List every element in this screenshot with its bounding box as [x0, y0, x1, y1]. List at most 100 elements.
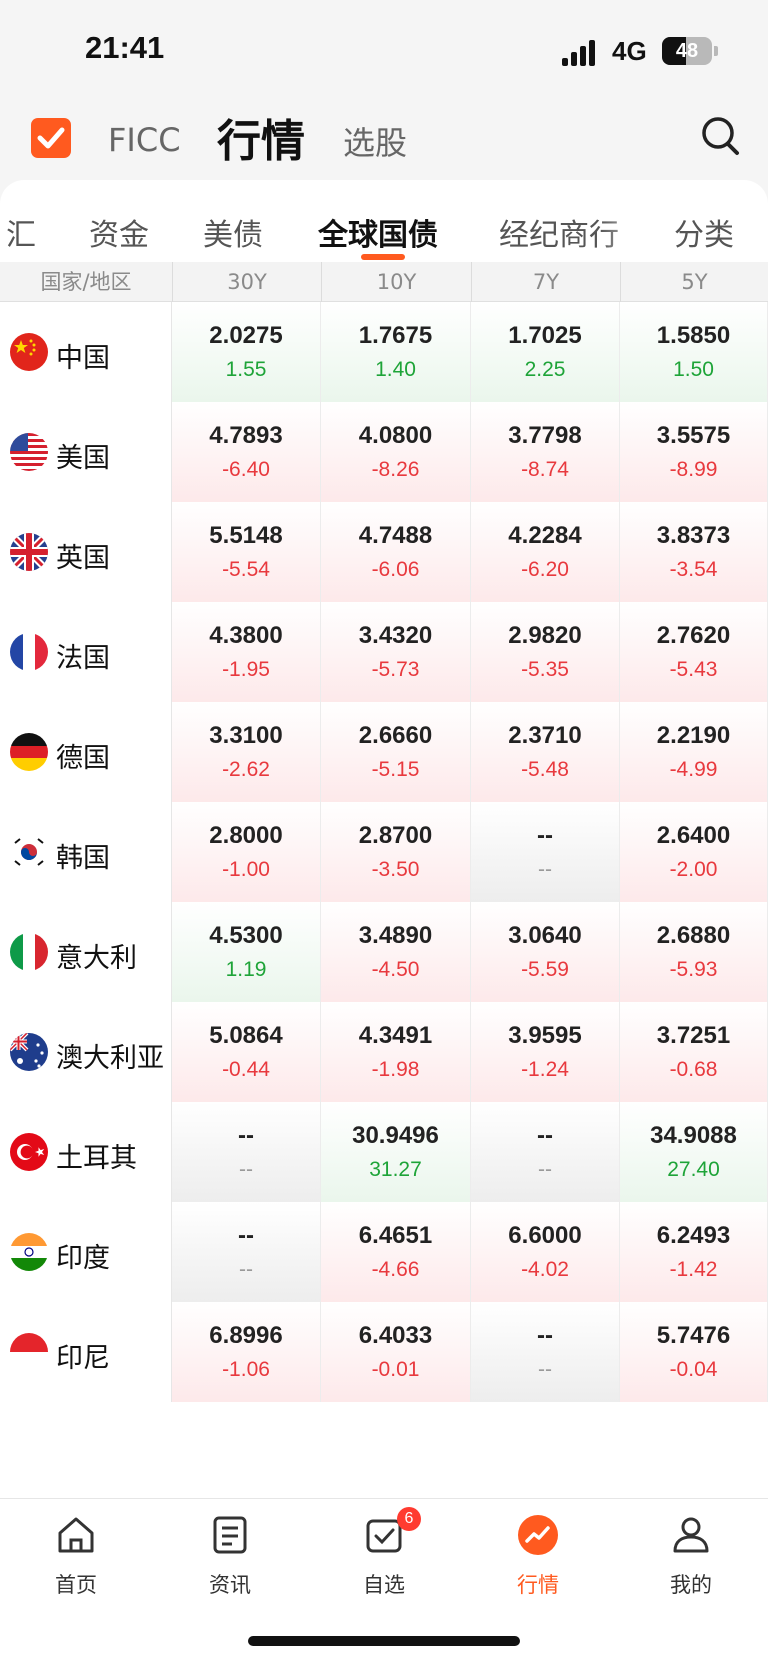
yield-cell[interactable]: 4.0800 -8.26 [321, 402, 471, 502]
table-row[interactable]: 法国 4.3800 -1.95 3.4320 -5.73 2.9820 -5.35 2.762… [0, 602, 768, 702]
yield-cell[interactable]: 5.0864 -0.44 [172, 1002, 321, 1102]
yield-cell[interactable]: 2.6880 -5.93 [620, 902, 768, 1002]
yield-change: -4.02 [521, 1258, 569, 1281]
yield-cell[interactable]: -- -- [471, 802, 620, 902]
yield-change: -6.20 [521, 558, 569, 581]
yield-cell[interactable]: 3.7798 -8.74 [471, 402, 620, 502]
country-cell: 法国 [0, 602, 172, 702]
yield-cell[interactable]: 30.9496 31.27 [321, 1102, 471, 1202]
yield-cell[interactable]: 2.7620 -5.43 [620, 602, 768, 702]
yield-cell[interactable]: 2.0275 1.55 [172, 302, 321, 402]
yield-value: 1.7675 [358, 322, 433, 349]
subtab-us-treasury[interactable]: 美债 [203, 218, 263, 253]
yield-cell[interactable]: 5.7476 -0.04 [620, 1302, 768, 1402]
subtab-fx[interactable]: 汇 [6, 218, 36, 253]
yield-cell[interactable]: 2.3710 -5.48 [471, 702, 620, 802]
yield-value: 6.8996 [209, 1322, 283, 1349]
yield-cell[interactable]: 4.2284 -6.20 [471, 502, 620, 602]
yield-cell[interactable]: 2.8700 -3.50 [321, 802, 471, 902]
yield-cell[interactable]: 34.9088 27.40 [620, 1102, 768, 1202]
nav-watchlist[interactable]: 6 自选 [329, 1507, 439, 1613]
table-header: 国家/地区 30Y 10Y 7Y 5Y [0, 262, 768, 302]
table-row[interactable]: 德国 3.3100 -2.62 2.6660 -5.15 2.3710 -5.48 2.219… [0, 702, 768, 802]
watchlist-badge: 6 [397, 1507, 421, 1531]
yield-cell[interactable]: 3.7251 -0.68 [620, 1002, 768, 1102]
table-row[interactable]: 中国 2.0275 1.55 1.7675 1.40 1.7025 2.25 1.5850 1.… [0, 302, 768, 402]
country-cell: 意大利 [0, 902, 172, 1002]
yield-cell[interactable]: 4.7893 -6.40 [172, 402, 321, 502]
tab-market[interactable]: 行情 [217, 116, 305, 167]
yield-value: 3.3100 [209, 722, 283, 749]
nav-profile[interactable]: 我的 [636, 1513, 746, 1613]
yield-cell[interactable]: 4.3491 -1.98 [321, 1002, 471, 1102]
yield-value: 4.7488 [358, 522, 433, 549]
table-row[interactable]: 韩国 2.8000 -1.00 2.8700 -3.50 -- -- 2.6400 -2.00 [0, 802, 768, 902]
yield-cell[interactable]: 3.4320 -5.73 [321, 602, 471, 702]
yield-change: 31.27 [369, 1158, 422, 1181]
yield-cell[interactable]: 6.4033 -0.01 [321, 1302, 471, 1402]
yield-cell[interactable]: 4.3800 -1.95 [172, 602, 321, 702]
yield-cell[interactable]: 6.2493 -1.42 [620, 1202, 768, 1302]
yield-cell[interactable]: 2.9820 -5.35 [471, 602, 620, 702]
yield-cell[interactable]: 2.6660 -5.15 [321, 702, 471, 802]
nav-home[interactable]: 首页 [21, 1513, 131, 1613]
au-flag-icon [10, 1033, 48, 1071]
tab-stock-picker[interactable]: 选股 [343, 124, 408, 162]
table-row[interactable]: 意大利 4.5300 1.19 3.4890 -4.50 3.0640 -5.59 2.688… [0, 902, 768, 1002]
subtab-category[interactable]: 分类 [674, 218, 734, 253]
column-header-10y[interactable]: 10Y [321, 262, 471, 302]
subtab-global-bonds[interactable]: 全球国债 [318, 218, 438, 253]
table-row[interactable]: 土耳其 -- -- 30.9496 31.27 -- -- 34.9088 27.40 [0, 1102, 768, 1202]
yield-cell[interactable]: 5.5148 -5.54 [172, 502, 321, 602]
country-name: 德国 [56, 743, 110, 774]
yield-cell[interactable]: 3.9595 -1.24 [471, 1002, 620, 1102]
yield-change: 1.19 [225, 958, 267, 981]
yield-change: 27.40 [667, 1158, 720, 1181]
subtab-brokers[interactable]: 经纪商行 [499, 218, 619, 253]
table-row[interactable]: 澳大利亚 5.0864 -0.44 4.3491 -1.98 3.9595 -1.24 3.7… [0, 1002, 768, 1102]
yield-cell[interactable]: -- -- [172, 1102, 321, 1202]
column-header-7y[interactable]: 7Y [471, 262, 620, 302]
status-time: 21:41 [85, 30, 165, 65]
country-name: 英国 [56, 543, 110, 574]
yield-change: -- [538, 1358, 552, 1381]
nav-news[interactable]: 资讯 [175, 1513, 285, 1613]
yield-cell[interactable]: 2.6400 -2.00 [620, 802, 768, 902]
app-logo-icon [31, 118, 71, 158]
yield-cell[interactable]: 2.2190 -4.99 [620, 702, 768, 802]
yield-cell[interactable]: 1.7675 1.40 [321, 302, 471, 402]
table-row[interactable]: 印尼 6.8996 -1.06 6.4033 -0.01 -- -- 5.7476 -0.04 [0, 1302, 768, 1402]
yield-value: 2.8000 [209, 822, 283, 849]
search-icon[interactable] [700, 115, 740, 157]
yield-cell[interactable]: -- -- [471, 1102, 620, 1202]
country-name: 中国 [56, 343, 110, 374]
yield-cell[interactable]: 3.5575 -8.99 [620, 402, 768, 502]
yield-cell[interactable]: 6.8996 -1.06 [172, 1302, 321, 1402]
yield-cell[interactable]: 2.8000 -1.00 [172, 802, 321, 902]
yield-cell[interactable]: 3.4890 -4.50 [321, 902, 471, 1002]
yield-cell[interactable]: 6.4651 -4.66 [321, 1202, 471, 1302]
yield-cell[interactable]: 4.7488 -6.06 [321, 502, 471, 602]
yield-cell[interactable]: -- -- [471, 1302, 620, 1402]
yield-change: 2.25 [524, 358, 566, 381]
yield-cell[interactable]: 1.7025 2.25 [471, 302, 620, 402]
yield-cell[interactable]: 3.3100 -2.62 [172, 702, 321, 802]
column-header-30y[interactable]: 30Y [172, 262, 321, 302]
it-flag-icon [10, 933, 48, 971]
yield-cell[interactable]: 4.5300 1.19 [172, 902, 321, 1002]
yield-cell[interactable]: 3.0640 -5.59 [471, 902, 620, 1002]
country-name: 法国 [56, 643, 110, 674]
table-row[interactable]: 印度 -- -- 6.4651 -4.66 6.6000 -4.02 6.2493 -1.42 [0, 1202, 768, 1302]
subtab-funds[interactable]: 资金 [89, 218, 149, 253]
tab-ficc[interactable]: FICC [108, 121, 181, 159]
table-row[interactable]: 英国 5.5148 -5.54 4.7488 -6.06 4.2284 -6.20 3.837… [0, 502, 768, 602]
yield-cell[interactable]: 3.8373 -3.54 [620, 502, 768, 602]
yield-change: -5.54 [222, 558, 270, 581]
yield-value: 4.3491 [358, 1022, 433, 1049]
yield-cell[interactable]: 6.6000 -4.02 [471, 1202, 620, 1302]
yield-cell[interactable]: -- -- [172, 1202, 321, 1302]
column-header-5y[interactable]: 5Y [620, 262, 768, 302]
table-row[interactable]: 美国 4.7893 -6.40 4.0800 -8.26 3.7798 -8.74 3.557… [0, 402, 768, 502]
yield-cell[interactable]: 1.5850 1.50 [620, 302, 768, 402]
nav-market[interactable]: 行情 [483, 1513, 593, 1613]
